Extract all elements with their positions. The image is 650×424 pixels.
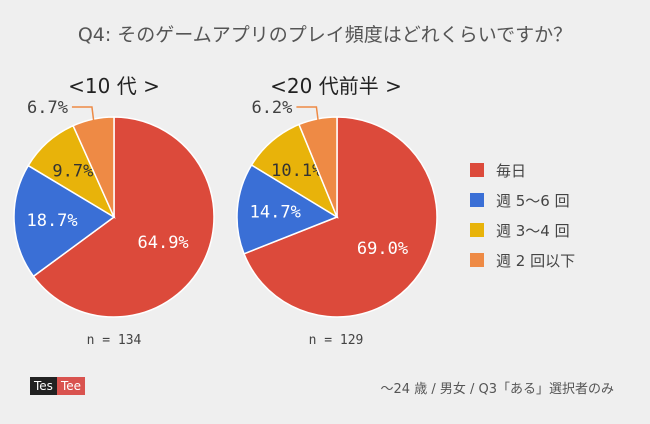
pie-2-label-1: 69.0% — [357, 239, 408, 259]
pie-1-label-1: 64.9% — [137, 233, 188, 253]
pie-2-title: <20 代前半 > — [270, 74, 402, 98]
pie-1-label-4: 6.7% — [27, 98, 68, 118]
legend-swatch — [470, 193, 484, 207]
legend-item-5-6: 週 5〜6 回 — [470, 186, 575, 214]
legend-swatch — [470, 163, 484, 177]
legend: 毎日 週 5〜6 回 週 3〜4 回 週 2 回以下 — [470, 156, 575, 276]
legend-item-daily: 毎日 — [470, 156, 575, 184]
pie-2-label-4: 6.2% — [251, 98, 292, 118]
pie-1-n-label: n = 134 — [86, 333, 142, 348]
pie-2-n-label: n = 129 — [308, 333, 364, 348]
legend-label: 週 3〜4 回 — [496, 221, 570, 240]
pie-1-slice-2 — [13, 164, 116, 278]
pie-2-label-2: 14.7% — [250, 203, 301, 223]
pie-1-label-3: 9.7% — [52, 162, 93, 182]
legend-swatch — [470, 223, 484, 237]
legend-item-3-4: 週 3〜4 回 — [470, 216, 575, 244]
footnote: 〜24 歳 / 男女 / Q3「ある」選択者のみ — [380, 382, 614, 397]
page-title: Q4: そのゲームアプリのプレイ頻度はどれくらいですか？ — [77, 24, 573, 46]
pie-2-slice-1 — [243, 116, 438, 318]
pie-1-slice-1 — [32, 116, 215, 318]
legend-label: 毎日 — [496, 161, 527, 180]
pie-2-slice-2 — [236, 163, 339, 255]
legend-label: 週 2 回以下 — [496, 251, 576, 270]
logo-text-right: Tee — [56, 377, 85, 395]
pie-1-leader-line — [71, 106, 95, 124]
legend-swatch — [470, 253, 484, 267]
logo-text-left: Tes — [30, 377, 57, 395]
pie-1-label-2: 18.7% — [26, 211, 77, 231]
testee-logo: Tes Tee — [30, 377, 85, 395]
pie-1-title: <10 代 > — [68, 74, 160, 98]
pie-2-label-3: 10.1% — [271, 161, 322, 181]
legend-item-2-or-less: 週 2 回以下 — [470, 246, 575, 274]
pie-2-leader-line — [296, 106, 320, 123]
legend-label: 週 5〜6 回 — [496, 191, 570, 210]
